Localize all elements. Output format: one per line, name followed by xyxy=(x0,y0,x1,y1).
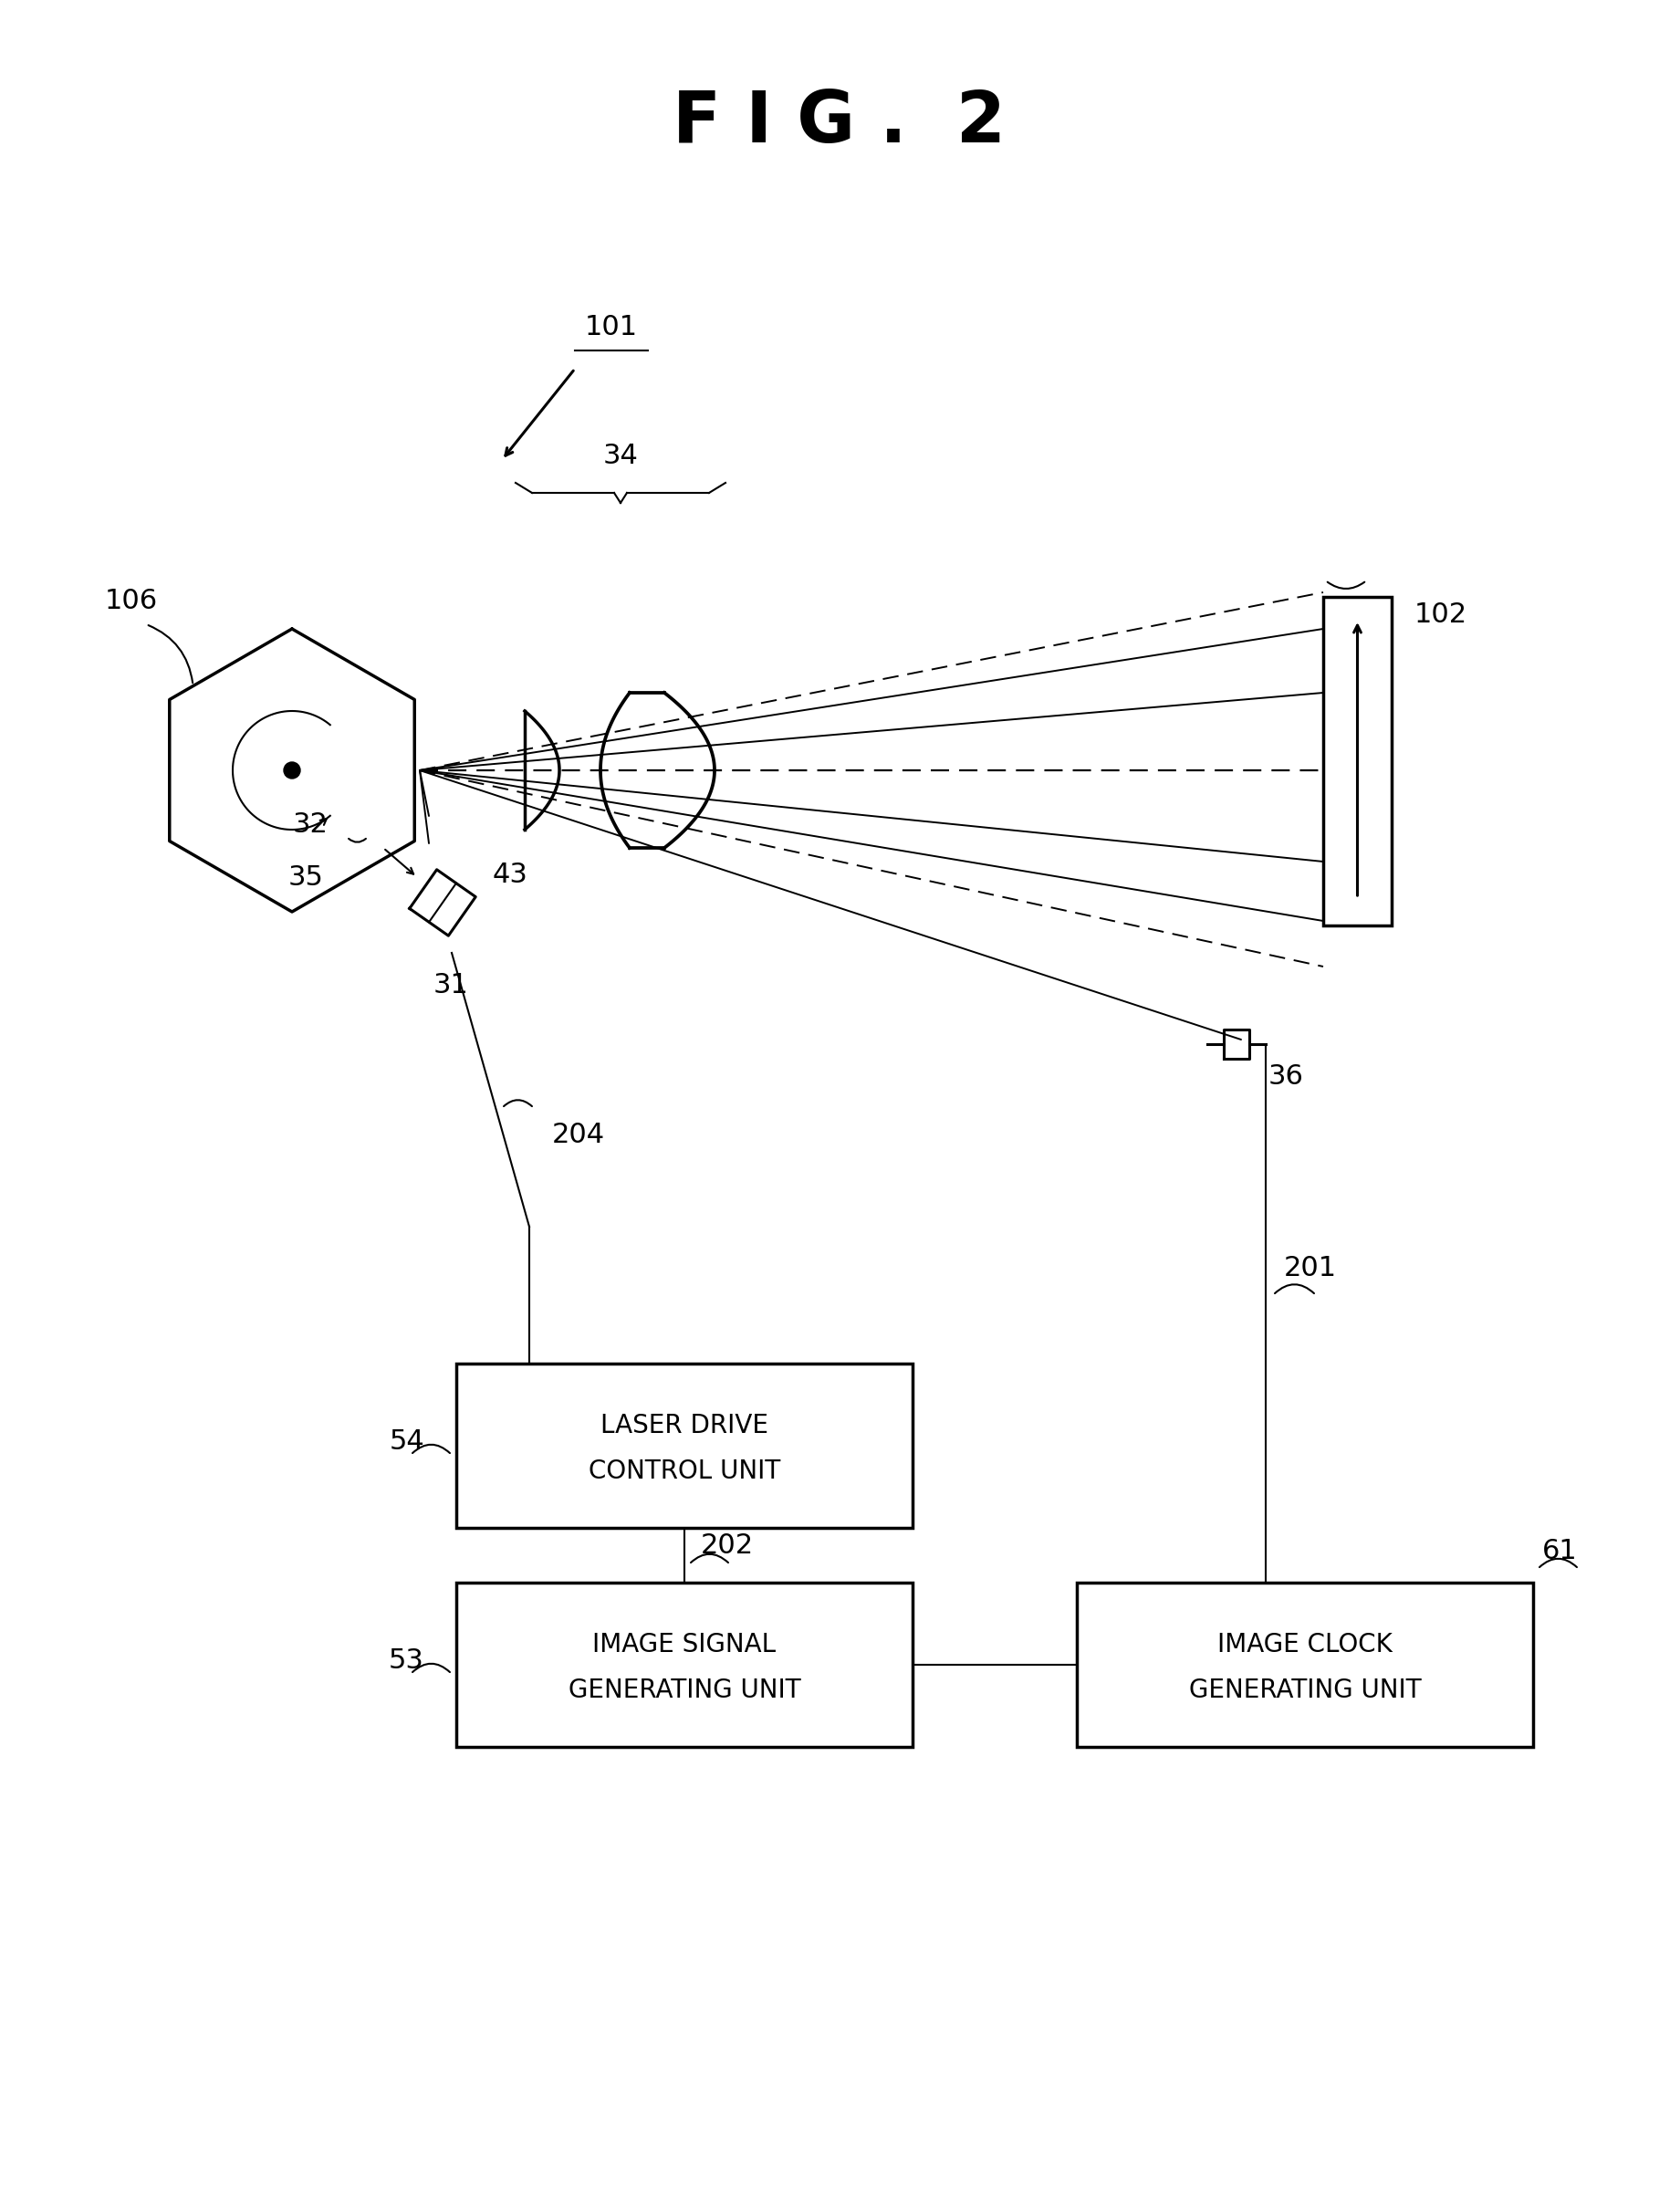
Text: 36: 36 xyxy=(1268,1062,1304,1090)
Text: LASER DRIVE: LASER DRIVE xyxy=(600,1414,768,1438)
Text: 101: 101 xyxy=(585,315,638,341)
Text: 43: 43 xyxy=(492,863,528,889)
Text: 31: 31 xyxy=(433,972,469,999)
Bar xyxy=(1324,597,1391,926)
Text: IMAGE CLOCK: IMAGE CLOCK xyxy=(1218,1632,1393,1658)
Bar xyxy=(457,1363,912,1527)
Text: GENERATING UNIT: GENERATING UNIT xyxy=(568,1678,801,1702)
Text: 202: 202 xyxy=(701,1534,754,1560)
Text: 34: 34 xyxy=(603,441,638,468)
Text: 201: 201 xyxy=(1284,1254,1337,1280)
Text: F I G .  2: F I G . 2 xyxy=(674,87,1006,157)
Text: 204: 204 xyxy=(553,1123,605,1149)
Text: 53: 53 xyxy=(388,1647,425,1674)
Bar xyxy=(457,1582,912,1746)
Text: 35: 35 xyxy=(289,863,324,889)
Circle shape xyxy=(284,763,301,778)
Text: 32: 32 xyxy=(292,813,329,839)
Text: CONTROL UNIT: CONTROL UNIT xyxy=(588,1460,780,1484)
Text: 106: 106 xyxy=(104,588,158,614)
Text: 54: 54 xyxy=(390,1429,425,1455)
Text: 61: 61 xyxy=(1542,1538,1578,1564)
Text: IMAGE SIGNAL: IMAGE SIGNAL xyxy=(593,1632,776,1658)
Text: 102: 102 xyxy=(1415,601,1468,629)
Text: GENERATING UNIT: GENERATING UNIT xyxy=(1189,1678,1421,1702)
Bar xyxy=(1077,1582,1534,1746)
